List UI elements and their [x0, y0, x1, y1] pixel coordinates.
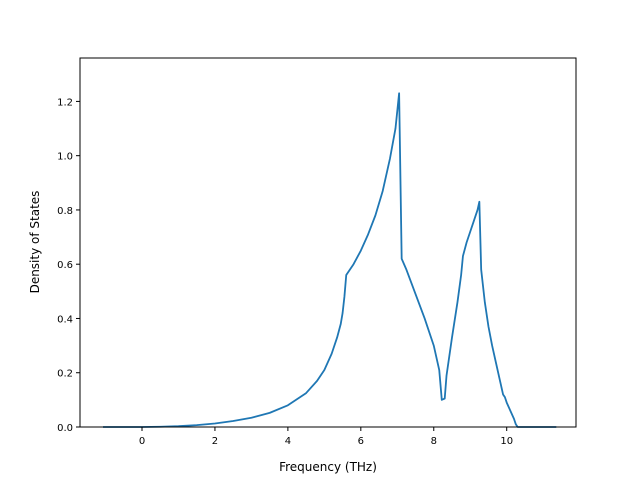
y-tick-label: 1.2 [57, 97, 73, 108]
plot-area [102, 92, 557, 428]
x-tick-label: 0 [139, 436, 145, 447]
x-tick-label: 8 [431, 436, 437, 447]
y-tick-label: 1.0 [57, 152, 73, 163]
y-tick-label: 0.2 [57, 369, 73, 380]
y-axis-label: Density of States [28, 191, 42, 294]
axes: 0 2 4 6 8 10 0.0 0.2 0.4 0.6 0.8 1.0 1.2 [57, 57, 577, 447]
y-tick-label: 0.4 [57, 314, 73, 325]
x-tick-label: 4 [285, 436, 291, 447]
axes-frame [79, 57, 577, 428]
y-tick-label: 0.0 [57, 423, 73, 434]
y-tick-label: 0.6 [57, 260, 73, 271]
x-tick-label: 2 [212, 436, 218, 447]
series-line-0 [102, 92, 557, 428]
y-tick-label: 0.8 [57, 206, 73, 217]
x-axis-label: Frequency (THz) [279, 460, 377, 474]
x-tick-label: 6 [358, 436, 364, 447]
x-tick-label: 10 [500, 436, 513, 447]
